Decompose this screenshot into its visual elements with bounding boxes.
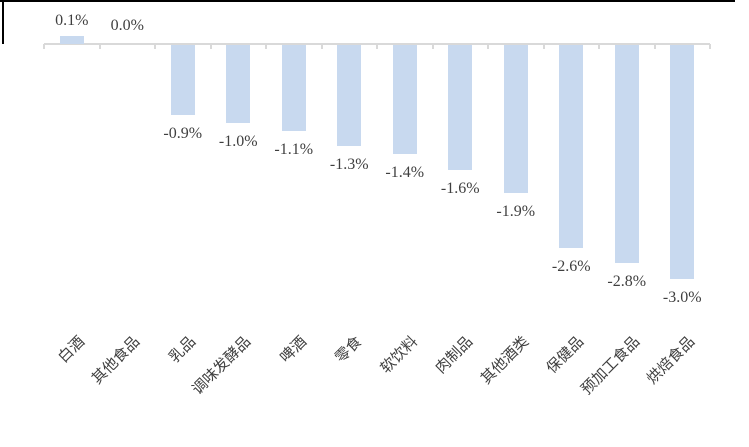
- category-label: 乳品: [166, 333, 199, 367]
- bar: [59, 36, 84, 44]
- value-label: -1.9%: [496, 203, 536, 221]
- value-label: -1.1%: [274, 140, 314, 158]
- axis-tick: [154, 44, 156, 49]
- bar: [448, 45, 473, 170]
- bar: [170, 45, 195, 116]
- bar: [392, 45, 417, 155]
- axis-tick: [43, 44, 45, 49]
- category-label: 烘焙食品: [644, 333, 699, 388]
- category-label: 调味发酵品: [190, 333, 255, 399]
- axis-tick: [320, 44, 323, 49]
- category-label: 软饮料: [377, 333, 421, 377]
- value-label: -3.0%: [662, 289, 702, 306]
- window-top-border: [0, 0, 735, 2]
- axis-tick: [98, 44, 101, 49]
- bar: [337, 45, 362, 147]
- category-label: 肉制品: [433, 333, 477, 377]
- category-label: 预加工食品: [578, 333, 643, 399]
- bar: [670, 45, 695, 279]
- value-label: -0.9%: [163, 125, 203, 143]
- axis-tick: [598, 44, 600, 49]
- value-label: 0.1%: [55, 12, 89, 30]
- value-label: -1.3%: [329, 156, 369, 174]
- axis-tick: [487, 44, 489, 49]
- bar: [226, 45, 251, 123]
- value-label: -1.6%: [440, 179, 480, 197]
- bar: [614, 45, 639, 264]
- bar: [281, 45, 306, 131]
- category-label: 保健品: [544, 333, 588, 377]
- bar: [559, 45, 584, 248]
- axis-tick: [376, 44, 378, 49]
- window-left-border: [2, 0, 4, 44]
- axis-tick: [431, 44, 434, 49]
- axis-tick: [542, 44, 545, 49]
- value-label: -1.4%: [385, 164, 425, 182]
- category-label: 其他食品: [89, 333, 144, 388]
- category-label: 啤酒: [277, 333, 310, 367]
- value-label: 0.0%: [110, 17, 144, 34]
- axis-tick: [265, 44, 267, 49]
- value-label: -2.6%: [551, 257, 591, 275]
- axis-tick: [653, 44, 656, 49]
- value-label: -2.8%: [607, 273, 647, 291]
- axis-tick: [209, 44, 212, 49]
- bar: [503, 45, 528, 194]
- category-label: 零食: [332, 333, 366, 367]
- value-label: -1.0%: [218, 133, 258, 150]
- axis-tick: [709, 44, 711, 49]
- category-label: 其他酒类: [478, 333, 532, 388]
- category-label: 白酒: [55, 333, 88, 367]
